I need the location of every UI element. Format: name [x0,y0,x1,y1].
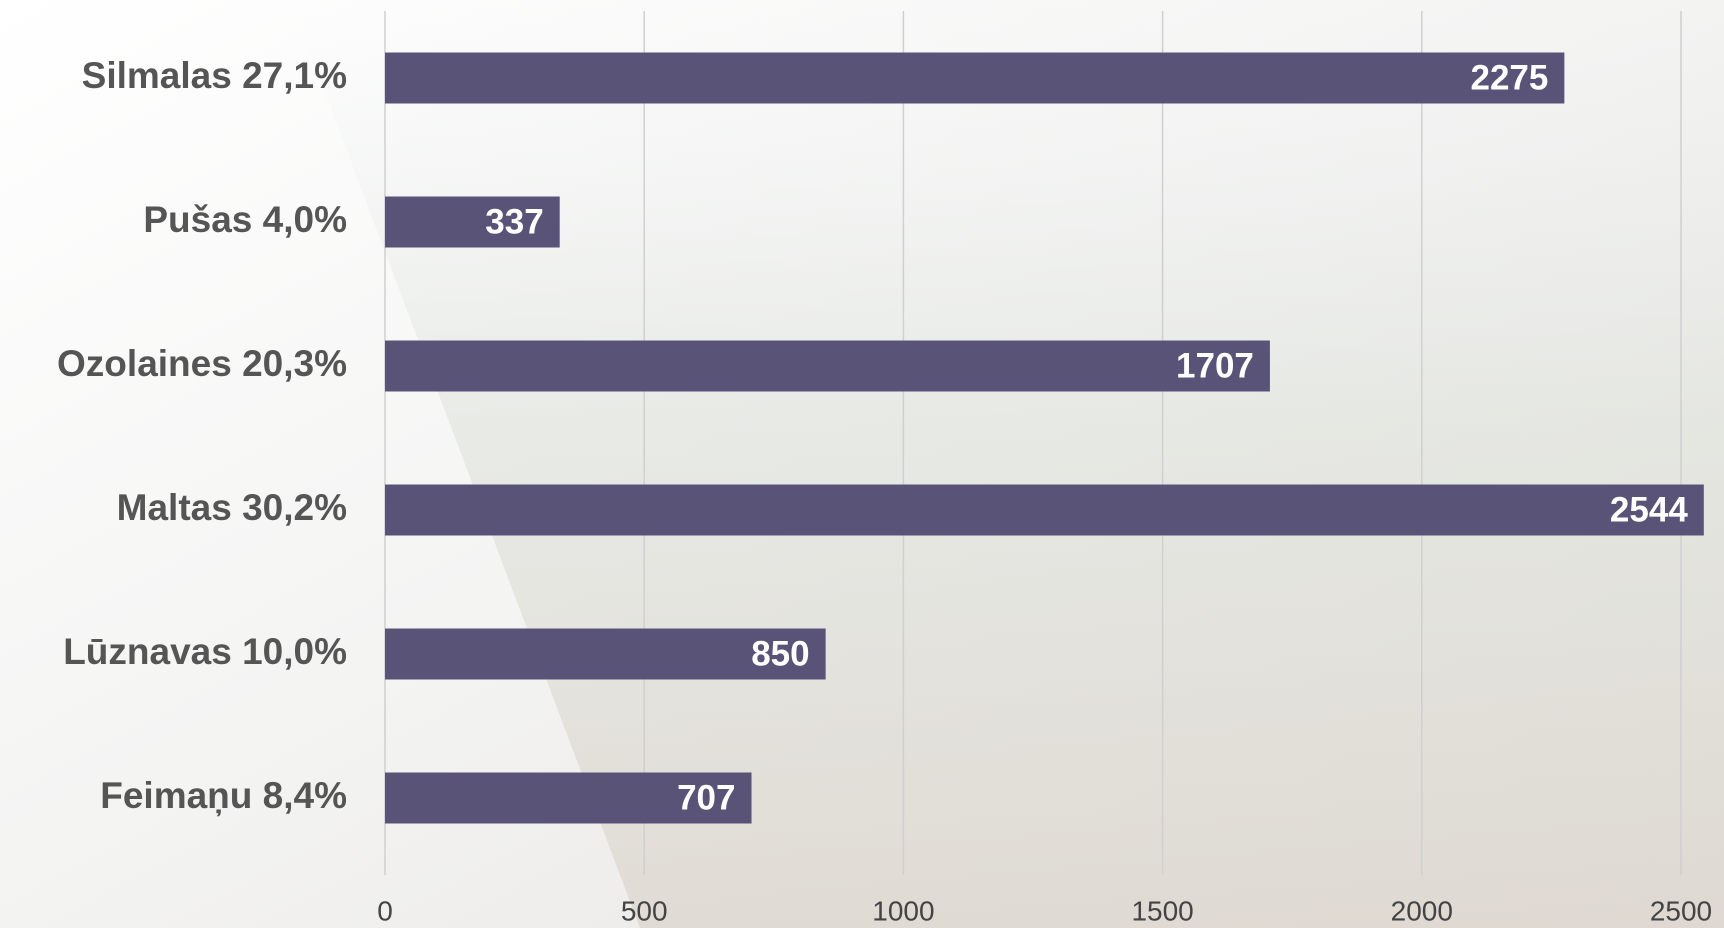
x-tick-label: 0 [377,895,393,926]
bar [385,628,826,680]
bar [385,52,1565,104]
data-label: 850 [751,634,809,673]
x-tick-label: 1500 [1131,895,1193,926]
data-label: 337 [485,202,543,241]
data-label: 707 [677,778,735,817]
x-tick-label: 2500 [1650,895,1712,926]
y-tick-label: Pušas 4,0% [143,199,347,240]
bar [385,340,1270,392]
x-tick-label: 1000 [872,895,934,926]
background-photo [290,0,1724,928]
bar [385,772,752,824]
bar [385,484,1704,536]
y-tick-label: Feimaņu 8,4% [100,775,347,817]
data-label: 2544 [1610,490,1688,529]
y-tick-label: Lūznavas 10,0% [63,631,347,672]
y-tick-label: Maltas 30,2% [117,487,347,528]
bar [385,196,560,248]
y-tick-label: Ozolaines 20,3% [57,343,347,384]
y-tick-label: Silmalas 27,1% [82,55,347,96]
x-tick-label: 2000 [1391,895,1453,926]
data-label: 2275 [1470,58,1548,97]
x-tick-label: 500 [621,895,668,926]
data-label: 1707 [1176,346,1254,385]
